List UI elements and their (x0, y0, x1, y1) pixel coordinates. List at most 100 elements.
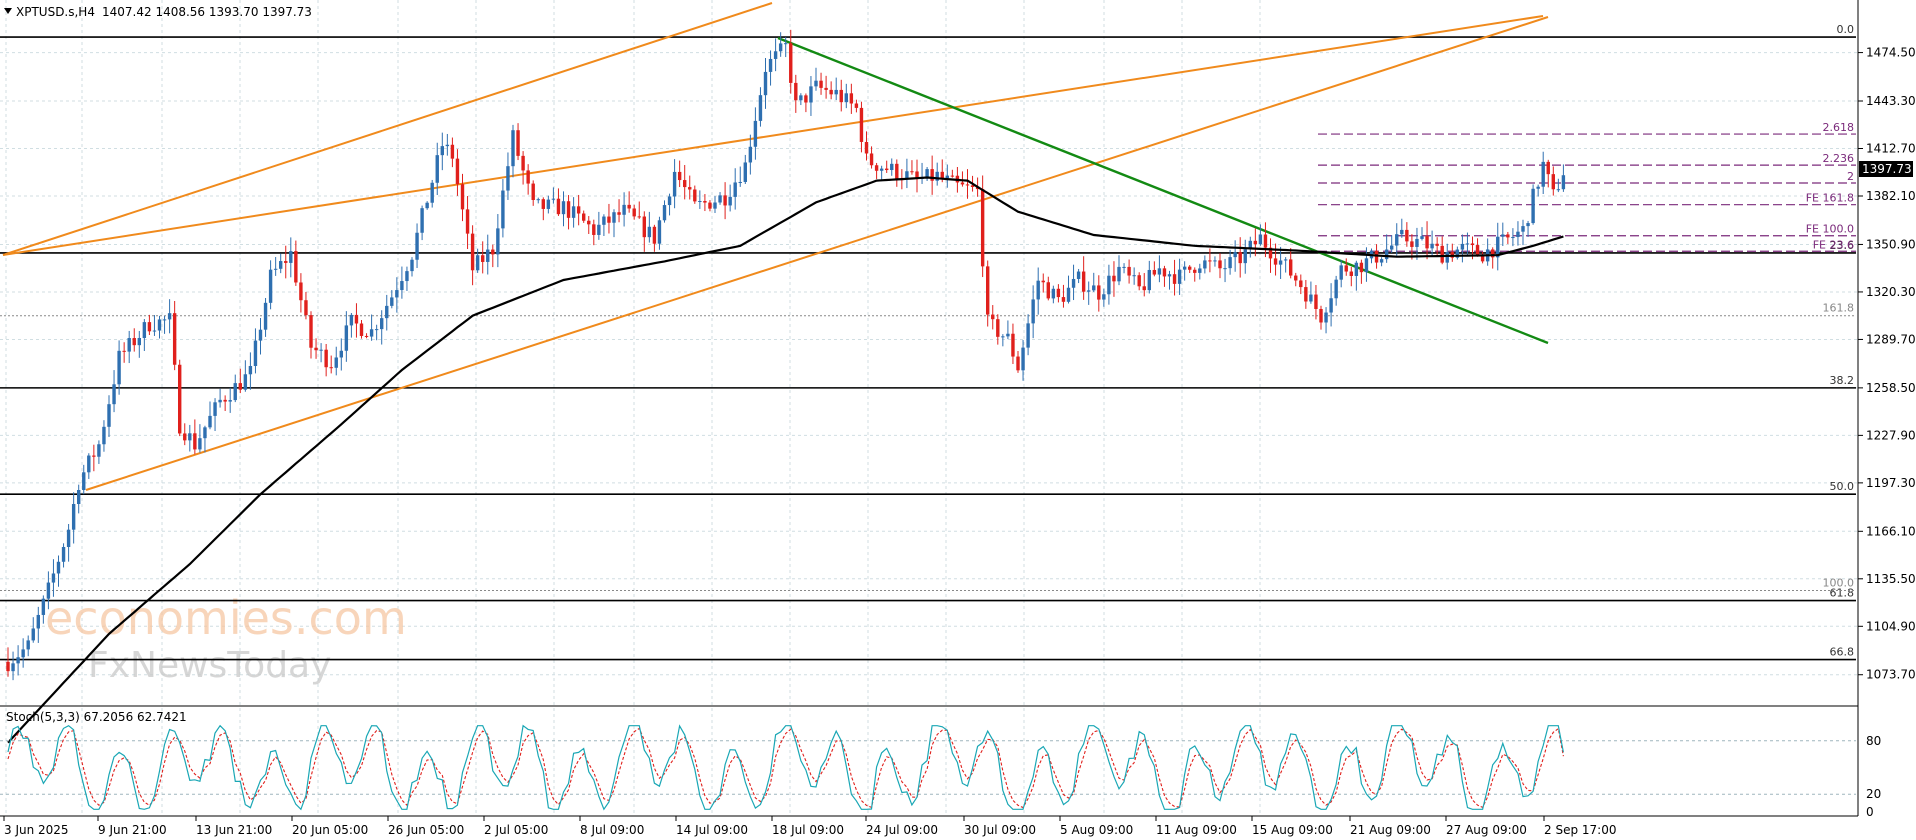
candle-body (1097, 285, 1101, 300)
candle-body (849, 93, 854, 104)
candle-body (46, 582, 51, 599)
candle-body (804, 95, 808, 103)
candle-body (354, 314, 359, 324)
candle-body (1400, 229, 1404, 235)
candle-body (1425, 236, 1429, 249)
stoch-level-label: 0 (1866, 805, 1874, 819)
candle-body (344, 325, 349, 351)
candle-body (996, 319, 1000, 337)
candle-body (748, 146, 753, 163)
candle-body (693, 189, 697, 202)
caret-down-icon[interactable] (4, 8, 12, 14)
candle-body (6, 661, 10, 672)
candle-body (864, 141, 869, 154)
candle-body (728, 196, 732, 206)
fib-level-label: 23.6 (1830, 239, 1855, 252)
candle-body (708, 202, 712, 209)
candle-body (284, 261, 288, 263)
price-axis: 1474.50 1443.30 1412.70 1382.10 1350.90 1320.… (1858, 46, 1916, 682)
candle-body (905, 171, 909, 180)
candle-body (294, 251, 298, 283)
candle-body (819, 80, 823, 88)
candle-body (1546, 161, 1550, 175)
candle-body (592, 224, 596, 235)
candle-body (410, 259, 414, 272)
candle-body (895, 163, 899, 180)
candle-body (1273, 258, 1278, 265)
candle-body (405, 271, 409, 282)
price-tick-label: 1412.70 (1866, 142, 1916, 156)
candle-body (501, 190, 505, 229)
candle-body (1177, 269, 1182, 284)
price-tick-label: 1227.90 (1866, 428, 1916, 442)
candle-body (71, 503, 76, 530)
trend-channel-line-upper[interactable] (2, 15, 1544, 256)
time-tick-label: 5 Aug 09:00 (1060, 823, 1133, 837)
time-tick-label: 3 Jun 2025 (4, 823, 69, 837)
downtrend-line[interactable] (777, 36, 1549, 345)
fe-level-label: 2.618 (1823, 121, 1855, 134)
candle-body (1087, 290, 1091, 292)
fibonacci-expansion: 2.618 2.236 2 FE 161.8 FE 100.0 FE 23.6 (1318, 121, 1856, 252)
candle-body (763, 71, 768, 96)
candle-body (183, 433, 187, 441)
candle-body (61, 546, 66, 562)
channel-lower-line[interactable] (85, 16, 1549, 491)
candle-body (551, 198, 556, 200)
channel-upper-line[interactable] (2, 2, 773, 256)
candle-body (1531, 188, 1535, 224)
price-tick-label: 1073.70 (1866, 668, 1916, 682)
candle-body (1556, 189, 1561, 191)
candle-body (1455, 249, 1460, 258)
candle-body (657, 220, 662, 244)
candle-body (132, 338, 136, 346)
candle-body (1536, 186, 1540, 189)
candle-body (380, 318, 384, 330)
candle-body (1011, 333, 1015, 357)
candle-body (1006, 333, 1010, 337)
candle-body (622, 204, 626, 215)
candle-body (491, 249, 495, 255)
candle-body (223, 399, 227, 402)
candle-body (455, 158, 460, 185)
price-tick-label: 1289.70 (1866, 332, 1916, 346)
candle-body (1526, 223, 1530, 227)
candle-body (167, 313, 172, 320)
candle-body (258, 329, 263, 341)
candle-body (1309, 294, 1313, 302)
candle-body (107, 404, 111, 427)
candle-body (147, 322, 152, 332)
candle-body (844, 93, 848, 103)
candle-body (475, 255, 480, 271)
candle-body (21, 649, 25, 658)
price-tick-label: 1135.50 (1866, 572, 1916, 586)
candle-body (137, 337, 141, 346)
candle-body (36, 614, 40, 629)
candle-body (587, 220, 591, 225)
candle-body (1198, 268, 1202, 273)
candle-body (1263, 234, 1268, 248)
time-tick-label: 26 Jun 05:00 (388, 823, 464, 837)
candle-body (374, 329, 379, 331)
candle-body (1122, 266, 1126, 268)
candle-body (430, 182, 434, 203)
candle-body (268, 269, 273, 303)
last-price-value: 1397.73 (1862, 162, 1912, 176)
candle-body (82, 472, 86, 491)
candle-body (1405, 229, 1409, 242)
candle-body (1445, 252, 1449, 263)
candle-body (991, 314, 995, 320)
candle-body (546, 199, 551, 209)
candle-body (541, 199, 545, 209)
candle-body (1142, 286, 1146, 291)
candle-body (1496, 236, 1500, 258)
candle-body (1132, 275, 1136, 277)
candle-body (349, 314, 354, 326)
candle-body (768, 58, 773, 72)
candle-body (66, 529, 71, 547)
time-tick-label: 11 Aug 09:00 (1156, 823, 1237, 837)
candle-body (279, 261, 283, 269)
candle-body (723, 195, 727, 206)
candle-body (824, 87, 828, 90)
